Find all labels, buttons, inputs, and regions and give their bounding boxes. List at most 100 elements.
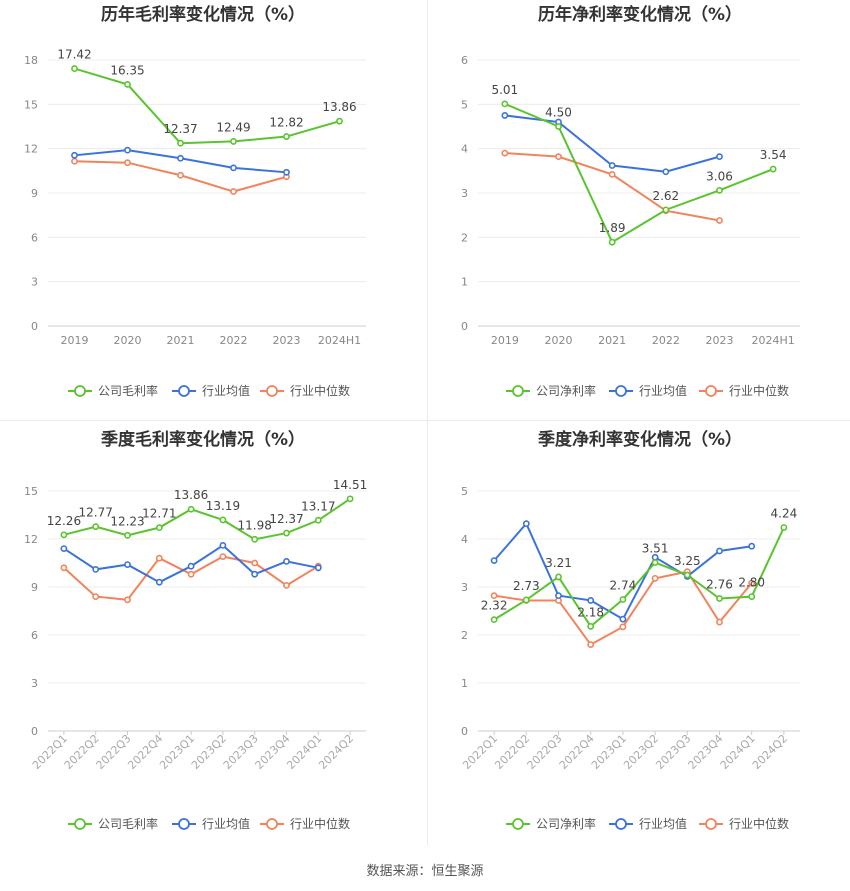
x-tick-label: 2024Q2 <box>750 732 790 772</box>
data-label: 3.51 <box>642 542 669 556</box>
data-label: 12.82 <box>269 116 303 130</box>
horizontal-divider <box>0 420 850 421</box>
y-tick-label: 6 <box>31 231 38 244</box>
data-point <box>587 622 595 630</box>
data-label: 3.06 <box>706 169 733 183</box>
data-label: 1.89 <box>599 221 626 235</box>
y-tick-label: 4 <box>461 533 468 546</box>
chart-title: 季度毛利率变化情况（%） <box>101 429 305 450</box>
legend-marker-icon <box>615 385 627 397</box>
y-tick-label: 3 <box>461 581 468 594</box>
data-label: 2.80 <box>738 576 765 590</box>
legend-label: 公司毛利率 <box>98 383 158 398</box>
y-tick-label: 4 <box>461 143 468 156</box>
data-point <box>587 597 595 604</box>
data-point <box>608 162 616 169</box>
data-label: 12.49 <box>216 120 250 134</box>
data-point <box>219 516 227 524</box>
data-label: 12.23 <box>110 514 144 528</box>
quarterly-net-margin-chart: 季度净利率变化情况（%）0123452022Q12022Q22022Q32022… <box>460 429 800 831</box>
data-point <box>230 164 237 172</box>
data-point <box>716 547 723 555</box>
legend-marker-icon <box>178 818 190 830</box>
y-tick-label: 6 <box>31 629 38 642</box>
data-point <box>177 171 184 179</box>
data-label: 12.37 <box>163 122 197 136</box>
data-source-note: 数据来源：恒生聚源 <box>366 864 484 879</box>
data-point <box>716 595 723 602</box>
data-point <box>187 562 195 570</box>
y-tick-label: 9 <box>31 581 38 594</box>
data-point <box>219 542 227 549</box>
data-point <box>314 564 322 572</box>
y-tick-label: 0 <box>31 320 38 333</box>
data-point <box>662 168 670 176</box>
data-point <box>748 579 756 587</box>
data-point <box>555 153 562 161</box>
data-point <box>124 159 131 167</box>
data-label: 17.42 <box>57 48 91 62</box>
data-point <box>283 529 290 537</box>
data-point <box>769 165 777 173</box>
data-point <box>283 133 290 140</box>
y-tick-label: 0 <box>31 725 38 738</box>
data-point <box>651 574 659 582</box>
data-point <box>716 153 723 161</box>
data-point <box>155 554 163 562</box>
data-label: 13.19 <box>206 499 240 513</box>
data-label: 16.35 <box>110 63 144 77</box>
data-point <box>155 524 163 532</box>
y-tick-label: 15 <box>24 98 38 111</box>
legend-marker-icon <box>705 818 717 830</box>
chart-title: 历年净利率变化情况（%） <box>538 4 742 25</box>
legend-marker-icon <box>705 385 717 397</box>
x-tick-label: 2023 <box>273 334 301 347</box>
data-point <box>71 65 78 72</box>
x-tick-label: 2022 <box>220 334 248 347</box>
data-label: 13.86 <box>322 100 356 114</box>
chart-title: 季度净利率变化情况（%） <box>538 429 742 450</box>
data-point <box>60 531 68 539</box>
data-point <box>155 578 163 586</box>
x-tick-label: 2021 <box>598 334 626 347</box>
series-line <box>493 521 752 621</box>
vertical-divider <box>427 0 428 845</box>
data-label: 4.50 <box>545 106 572 120</box>
data-point <box>662 206 670 214</box>
data-label: 2.74 <box>610 578 637 592</box>
data-point <box>124 80 131 88</box>
data-point <box>92 523 100 531</box>
data-point <box>555 592 562 600</box>
data-label: 2.62 <box>652 189 679 203</box>
data-point <box>251 559 259 567</box>
data-point <box>251 535 259 543</box>
y-tick-label: 0 <box>461 725 468 738</box>
data-point <box>490 592 498 600</box>
data-point <box>619 623 627 631</box>
legend-marker-icon <box>512 385 524 397</box>
y-tick-label: 15 <box>24 485 38 498</box>
data-label: 3.21 <box>545 556 572 570</box>
legend-label: 行业中位数 <box>290 383 350 398</box>
x-tick-label: 2022 <box>652 334 680 347</box>
data-point <box>608 238 616 246</box>
y-tick-label: 1 <box>461 276 468 289</box>
data-label: 2.32 <box>481 599 508 613</box>
legend-marker-icon <box>74 385 86 397</box>
series-line <box>493 527 785 628</box>
legend-marker-icon <box>178 385 190 397</box>
data-point <box>187 570 195 578</box>
legend-marker-icon <box>74 818 86 830</box>
y-tick-label: 3 <box>31 677 38 690</box>
y-tick-label: 0 <box>461 320 468 333</box>
data-point <box>683 571 691 579</box>
legend-marker-icon <box>615 818 627 830</box>
data-point <box>71 151 78 159</box>
legend-label: 行业中位数 <box>729 816 789 831</box>
data-point <box>555 123 562 130</box>
y-tick-label: 5 <box>461 98 468 111</box>
data-label: 14.51 <box>333 478 367 492</box>
data-point <box>346 495 354 503</box>
data-point <box>92 593 100 600</box>
